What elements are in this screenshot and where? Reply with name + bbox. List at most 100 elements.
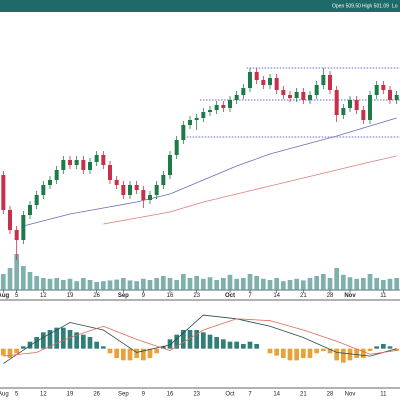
volume-bar	[354, 278, 359, 290]
macd-histogram-bar	[114, 348, 119, 358]
candle-body	[208, 110, 212, 112]
candle-body	[34, 195, 39, 205]
candle-body	[328, 75, 332, 90]
macd-histogram-bar	[334, 348, 339, 361]
volume-bar	[287, 280, 293, 290]
candle-body	[1, 175, 6, 210]
volume-bar	[387, 278, 393, 290]
header-bar	[0, 0, 400, 12]
candle-body	[81, 160, 86, 170]
macd-histogram-bar	[121, 348, 126, 361]
macd-histogram-bar	[41, 332, 46, 349]
header-low: Lo	[392, 3, 398, 9]
x-tick-label: 9	[142, 293, 146, 299]
volume-bar	[127, 280, 133, 290]
x-tick-label: 11	[380, 293, 387, 299]
candle-body	[321, 75, 326, 85]
candle-body	[114, 180, 119, 185]
candle-body	[234, 95, 239, 100]
volume-bar	[254, 276, 259, 290]
candle-body	[248, 72, 252, 88]
candle-body	[214, 105, 219, 110]
header-high: High 501.09	[362, 3, 389, 9]
candle-body	[101, 155, 106, 165]
macd-histogram-bar	[387, 346, 393, 349]
x-tick-label: 23	[193, 293, 200, 299]
macd-histogram-bar	[321, 348, 326, 351]
volume-bar	[207, 277, 213, 290]
macd-histogram-bar	[67, 330, 73, 349]
candle-body	[48, 180, 52, 185]
candle-body	[334, 90, 339, 115]
macd-histogram-bar	[281, 348, 286, 358]
macd-histogram-bar	[7, 348, 13, 358]
macd-histogram-bar	[87, 337, 93, 349]
x-tick-label: 7	[248, 392, 252, 398]
candle-body	[41, 185, 46, 195]
volume-bar	[134, 281, 139, 290]
macd-histogram-bar	[94, 341, 99, 349]
candle-body	[281, 90, 286, 95]
macd-histogram-bar	[221, 339, 226, 349]
macd-histogram-bar	[274, 348, 279, 356]
volume-bar	[7, 268, 13, 290]
x-tick-label: 21	[300, 293, 307, 299]
macd-histogram-bar	[167, 339, 173, 349]
volume-bar	[187, 278, 193, 290]
candle-body	[394, 95, 399, 100]
candle-body	[8, 210, 12, 230]
volume-bar	[87, 280, 93, 290]
x-tick-label: 14	[273, 392, 280, 398]
macd-histogram-bar	[227, 341, 233, 349]
macd-histogram-bar	[181, 330, 186, 349]
volume-bar	[261, 278, 266, 290]
macd-histogram-bar	[201, 332, 206, 349]
macd-histogram-bar	[194, 330, 199, 349]
volume-bar	[394, 278, 399, 290]
volume-bar	[147, 280, 153, 290]
candle-body	[148, 195, 152, 200]
macd-histogram-bar	[394, 348, 399, 351]
volume-bar	[174, 280, 179, 290]
candle-body	[128, 185, 132, 195]
candle-body	[228, 100, 232, 108]
volume-bar	[54, 278, 59, 290]
x-tick-label: 16	[167, 293, 174, 299]
volume-bar	[74, 281, 79, 290]
volume-bar	[314, 276, 319, 290]
macd-histogram-bar	[247, 341, 253, 349]
macd-histogram-bar	[314, 348, 319, 354]
volume-bar	[47, 278, 53, 290]
macd-histogram-bar	[234, 341, 239, 349]
volume-bar	[141, 278, 146, 290]
candle-body	[168, 155, 172, 175]
volume-bar	[361, 278, 366, 290]
x-tick-label: Aug	[0, 392, 9, 398]
candle-body	[74, 160, 79, 165]
candle-body	[341, 108, 346, 115]
candle-body	[274, 78, 279, 90]
volume-bar	[341, 274, 346, 290]
candle-body	[21, 215, 26, 240]
x-tick-label: 16	[167, 392, 174, 398]
macd-histogram-bar	[141, 348, 146, 361]
volume-bar	[161, 276, 166, 290]
x-tick-label: 21	[300, 392, 307, 398]
volume-bar	[14, 254, 19, 290]
candle-body	[88, 162, 92, 170]
macd-histogram-bar	[161, 346, 166, 349]
volume-bar	[347, 277, 353, 290]
volume-bar	[321, 274, 326, 290]
candle-body	[361, 110, 366, 120]
candle-body	[294, 92, 299, 98]
macd-histogram-bar	[341, 348, 346, 363]
x-tick-label: 28	[327, 392, 334, 398]
macd-histogram-bar	[101, 346, 106, 349]
candle-body	[314, 85, 319, 95]
candle-body	[254, 72, 259, 80]
candle-body	[308, 95, 312, 100]
volume-bar	[107, 280, 113, 290]
volume-bar	[221, 278, 226, 290]
macd-histogram-bar	[34, 337, 39, 349]
volume-bar	[301, 280, 306, 290]
